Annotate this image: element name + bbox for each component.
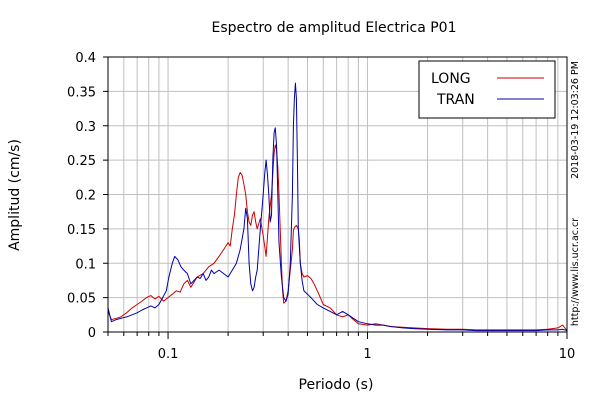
y-tick-label: 0.1: [75, 257, 96, 272]
x-tick-label: 10: [559, 347, 576, 362]
series-line-tran: [107, 82, 568, 332]
y-tick-label: 0.3: [75, 120, 96, 135]
y-tick-label: 0.15: [67, 223, 96, 238]
y-tick-label: 0: [88, 326, 96, 341]
source-url-label: http://www.lis.ucr.ac.cr: [570, 218, 581, 326]
x-tick-label: 1: [363, 347, 371, 362]
y-tick-label: 0.35: [67, 85, 96, 100]
chart-title: Espectro de amplitud Electrica P01: [212, 20, 457, 36]
y-tick-label: 0.05: [67, 292, 96, 307]
y-tick-label: 0.4: [75, 51, 96, 66]
x-axis-label: Periodo (s): [299, 377, 374, 393]
axis-ticks: 0 0.05 0.1 0.15 0.2 0.25 0.3 0.35 0.4 0.1 1 10: [67, 51, 575, 362]
y-axis-label: Amplitud (cm/s): [7, 139, 23, 251]
legend: LONG TRAN: [418, 60, 556, 119]
y-tick-label: 0.2: [75, 189, 96, 204]
series-lines: [107, 82, 568, 332]
x-tick-label: 0.1: [158, 347, 179, 362]
legend-label-long: LONG: [431, 71, 471, 87]
legend-box: [418, 60, 556, 119]
y-tick-label: 0.25: [67, 154, 96, 169]
legend-label-tran: TRAN: [436, 92, 475, 108]
timestamp-label: 2018-03-19 12:03:26 PM: [570, 61, 581, 179]
series-line-long: [107, 144, 568, 331]
plot-frame: [107, 56, 568, 333]
